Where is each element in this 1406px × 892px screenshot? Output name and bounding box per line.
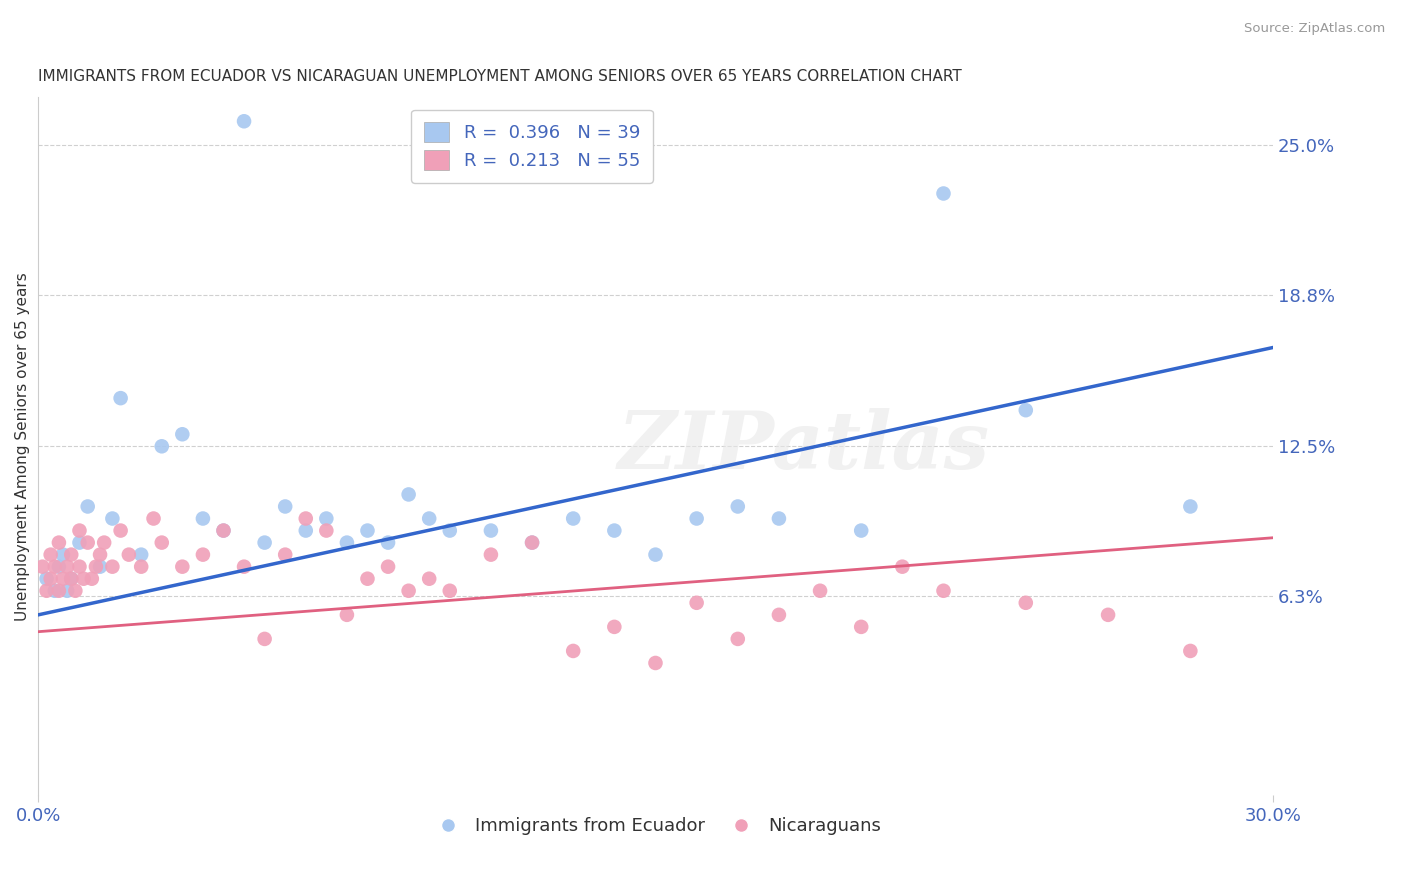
Point xyxy=(172,427,194,442)
Point xyxy=(253,632,276,646)
Point xyxy=(93,535,115,549)
Point xyxy=(603,620,626,634)
Point xyxy=(1015,403,1038,417)
Point xyxy=(101,511,124,525)
Point xyxy=(56,559,79,574)
Point xyxy=(142,511,165,525)
Point xyxy=(336,535,359,549)
Point xyxy=(851,524,873,538)
Point xyxy=(851,620,873,634)
Point xyxy=(377,535,399,549)
Point xyxy=(129,548,152,562)
Point xyxy=(39,548,62,562)
Point xyxy=(562,644,585,658)
Point xyxy=(336,607,359,622)
Point xyxy=(233,559,256,574)
Point xyxy=(233,114,256,128)
Point xyxy=(356,524,378,538)
Point xyxy=(520,535,543,549)
Point xyxy=(274,500,297,514)
Point xyxy=(89,559,111,574)
Point xyxy=(172,559,194,574)
Point xyxy=(44,583,66,598)
Point xyxy=(439,524,461,538)
Point xyxy=(418,572,440,586)
Point xyxy=(80,572,103,586)
Point xyxy=(129,559,152,574)
Point xyxy=(212,524,235,538)
Point xyxy=(603,524,626,538)
Point xyxy=(48,583,70,598)
Point xyxy=(727,500,749,514)
Point xyxy=(315,511,337,525)
Point xyxy=(253,535,276,549)
Point xyxy=(685,596,707,610)
Point xyxy=(69,524,91,538)
Point xyxy=(356,572,378,586)
Point xyxy=(644,548,666,562)
Point xyxy=(39,572,62,586)
Point xyxy=(150,535,173,549)
Point xyxy=(150,439,173,453)
Point xyxy=(932,583,955,598)
Point xyxy=(76,535,98,549)
Point xyxy=(294,511,316,525)
Point xyxy=(69,559,91,574)
Legend: Immigrants from Ecuador, Nicaraguans: Immigrants from Ecuador, Nicaraguans xyxy=(423,810,889,842)
Point xyxy=(72,572,94,586)
Point xyxy=(56,583,79,598)
Point xyxy=(35,572,58,586)
Point xyxy=(644,656,666,670)
Point xyxy=(65,583,87,598)
Point xyxy=(212,524,235,538)
Point xyxy=(60,548,83,562)
Point xyxy=(274,548,297,562)
Point xyxy=(479,548,502,562)
Point xyxy=(84,559,107,574)
Point xyxy=(191,548,214,562)
Point xyxy=(562,511,585,525)
Point xyxy=(398,487,420,501)
Point xyxy=(891,559,914,574)
Point xyxy=(398,583,420,598)
Point xyxy=(1097,607,1119,622)
Point xyxy=(479,524,502,538)
Point xyxy=(31,559,53,574)
Point xyxy=(101,559,124,574)
Point xyxy=(768,607,790,622)
Point xyxy=(768,511,790,525)
Point xyxy=(44,559,66,574)
Point xyxy=(76,500,98,514)
Point xyxy=(932,186,955,201)
Point xyxy=(60,572,83,586)
Point xyxy=(808,583,831,598)
Text: Source: ZipAtlas.com: Source: ZipAtlas.com xyxy=(1244,22,1385,36)
Point xyxy=(191,511,214,525)
Point xyxy=(439,583,461,598)
Point xyxy=(294,524,316,538)
Point xyxy=(520,535,543,549)
Point xyxy=(35,583,58,598)
Point xyxy=(48,535,70,549)
Point xyxy=(1180,644,1202,658)
Point xyxy=(1015,596,1038,610)
Point xyxy=(52,548,75,562)
Point xyxy=(685,511,707,525)
Point xyxy=(377,559,399,574)
Point xyxy=(89,548,111,562)
Point xyxy=(110,391,132,405)
Text: ZIPatlas: ZIPatlas xyxy=(617,408,990,485)
Text: IMMIGRANTS FROM ECUADOR VS NICARAGUAN UNEMPLOYMENT AMONG SENIORS OVER 65 YEARS C: IMMIGRANTS FROM ECUADOR VS NICARAGUAN UN… xyxy=(38,69,962,84)
Point xyxy=(418,511,440,525)
Point xyxy=(110,524,132,538)
Y-axis label: Unemployment Among Seniors over 65 years: Unemployment Among Seniors over 65 years xyxy=(15,272,30,621)
Point xyxy=(118,548,141,562)
Point xyxy=(48,559,70,574)
Point xyxy=(69,535,91,549)
Point xyxy=(60,572,83,586)
Point xyxy=(727,632,749,646)
Point xyxy=(52,572,75,586)
Point xyxy=(315,524,337,538)
Point xyxy=(1180,500,1202,514)
